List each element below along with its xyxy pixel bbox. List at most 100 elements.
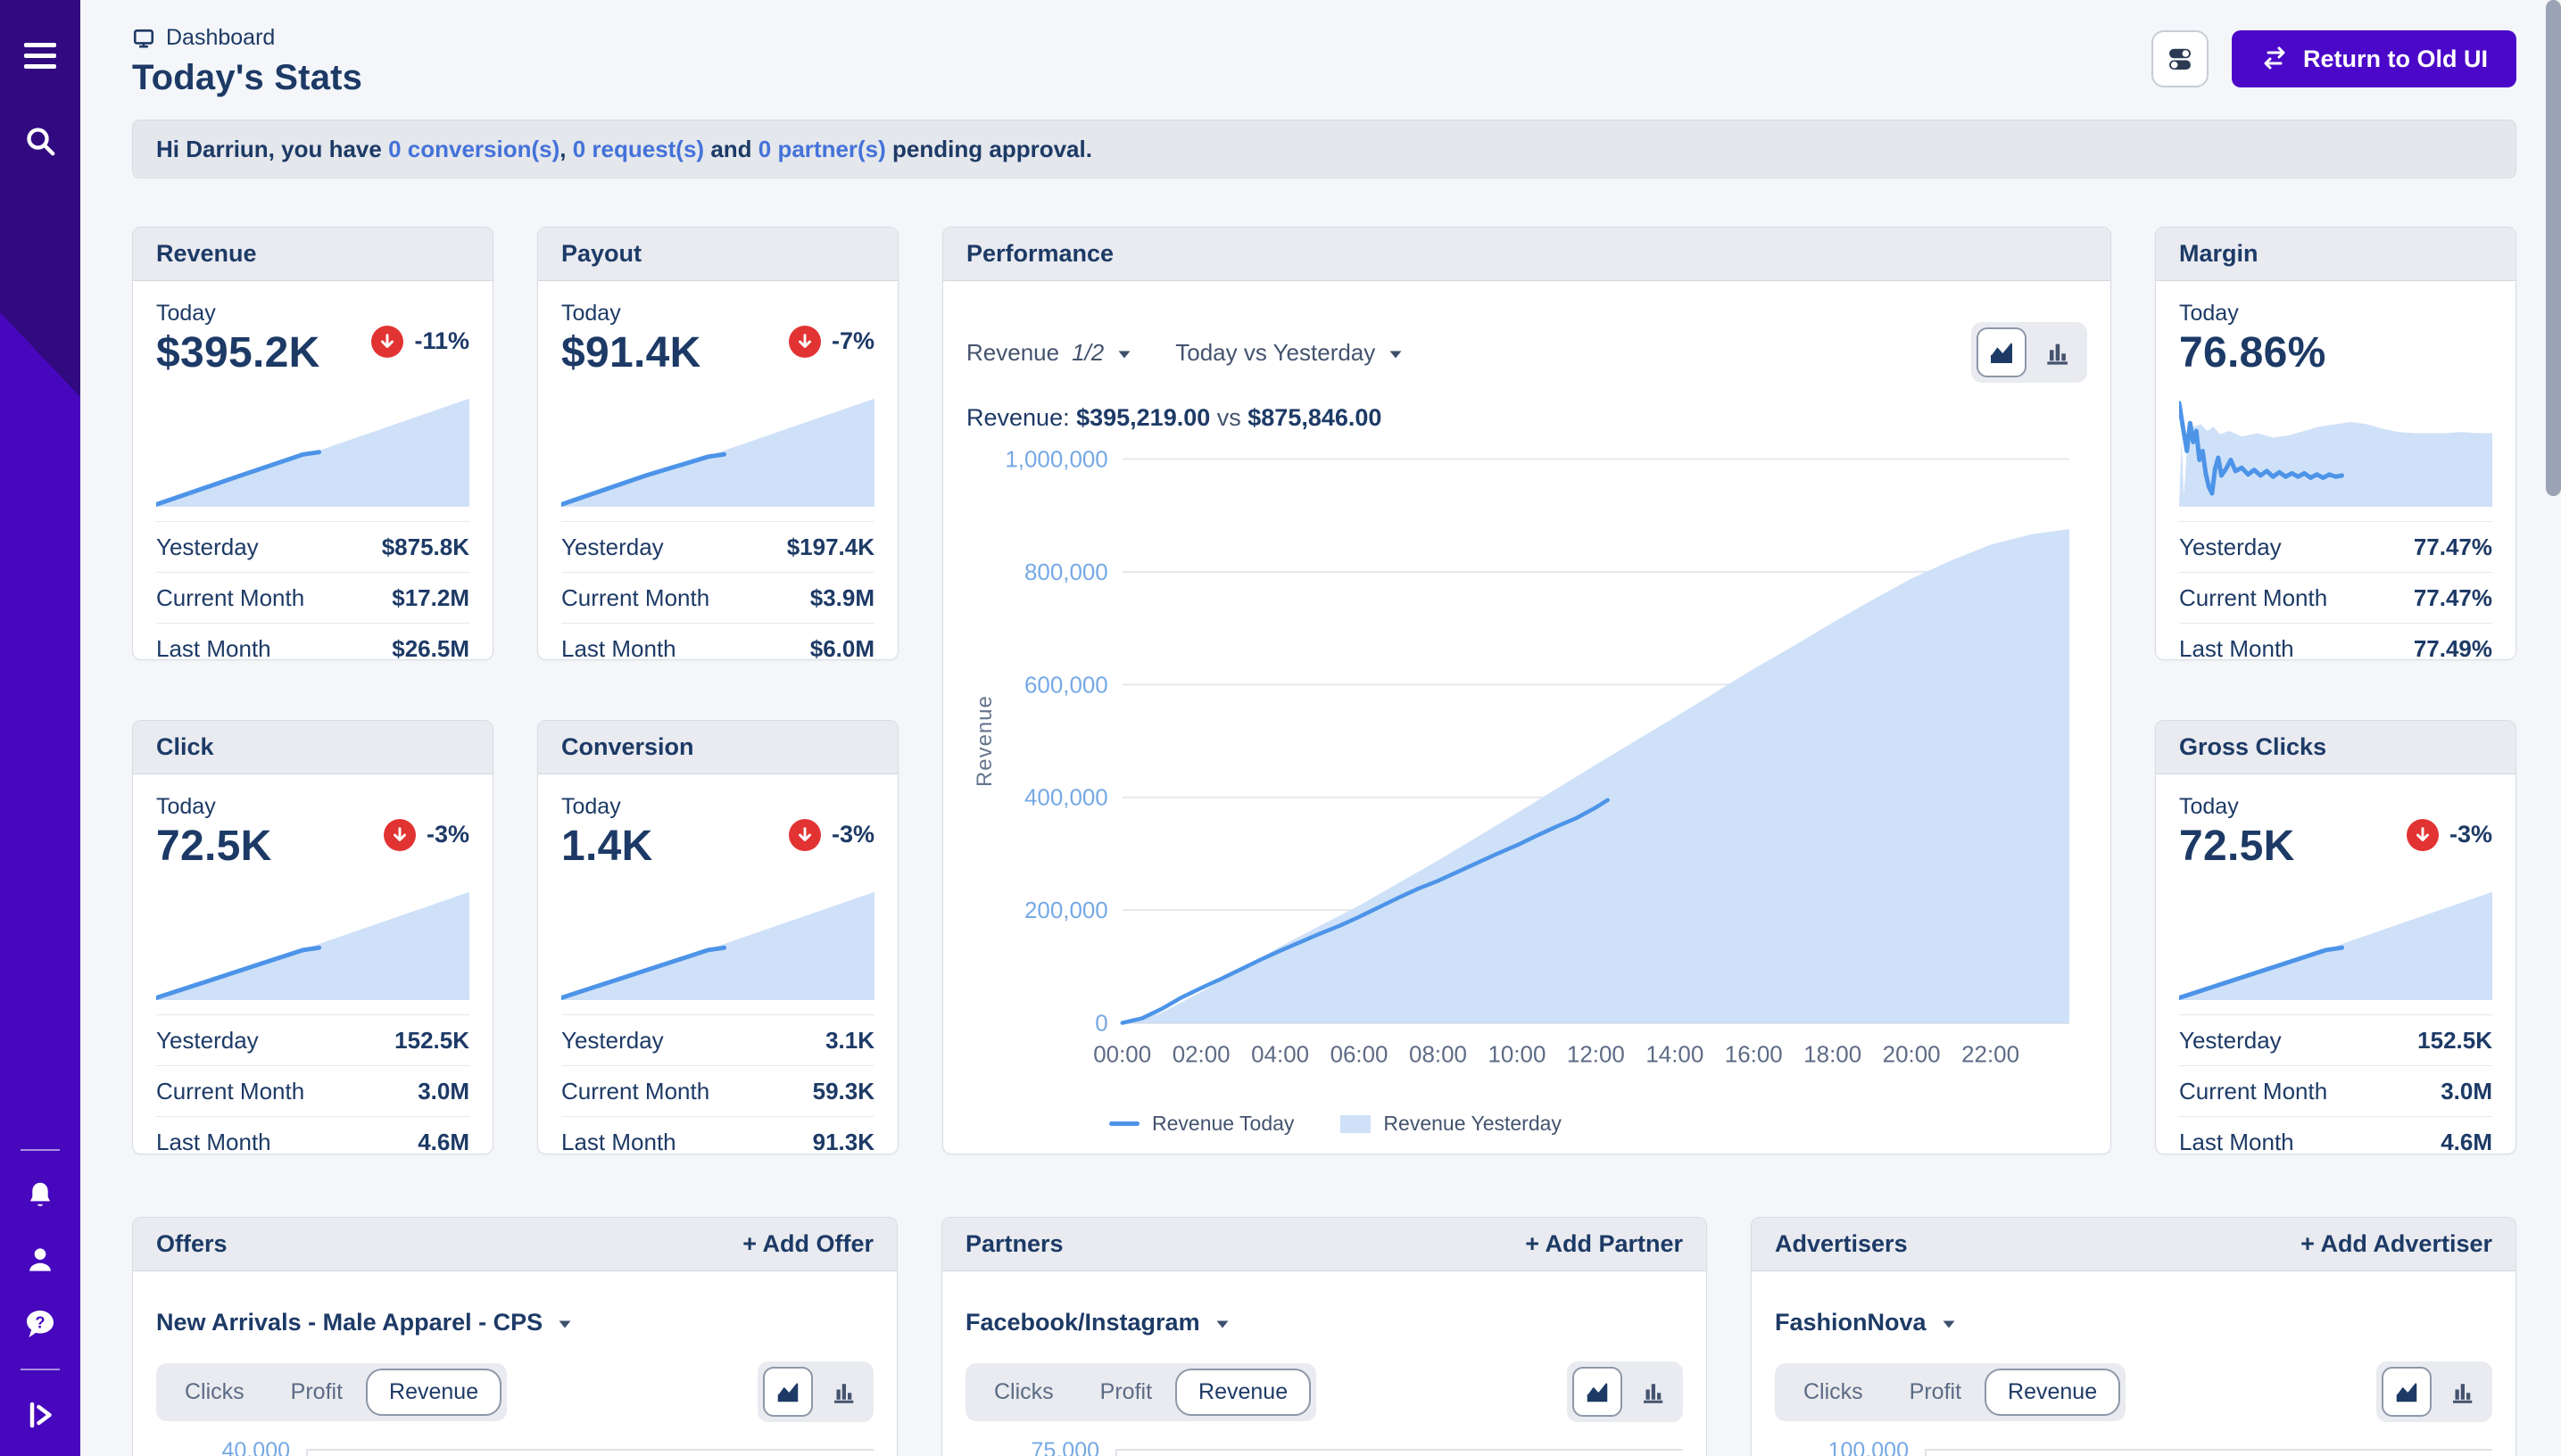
svg-text:10:00: 10:00	[1488, 1042, 1546, 1067]
expand-sidebar-icon[interactable]	[21, 1395, 60, 1435]
today-label: Today	[561, 301, 874, 327]
stat-row-label: Yesterday	[561, 1027, 664, 1055]
card-title: Click	[156, 733, 214, 761]
entity-selected-value: New Arrivals - Male Apparel - CPS	[156, 1309, 543, 1336]
topbar: Dashboard Today's Stats Return to Old UI	[132, 25, 2516, 98]
kpi-card-header: Click	[133, 721, 493, 774]
return-to-old-ui-button[interactable]: Return to Old UI	[2232, 30, 2516, 87]
bar-chart-toggle-icon[interactable]	[2437, 1367, 2487, 1417]
card-title: Gross Clicks	[2179, 733, 2326, 761]
line-chart-toggle-icon[interactable]	[1572, 1367, 1622, 1417]
stat-today-value: $395,219.00	[1076, 404, 1210, 431]
metric-dropdown[interactable]: Revenue 1/2	[966, 339, 1132, 367]
stat-row-value: 4.6M	[2441, 1129, 2492, 1154]
stat-row-value: $197.4K	[787, 534, 874, 561]
compare-dropdown[interactable]: Today vs Yesterday	[1175, 339, 1404, 367]
kpi-card: Margin Today 76.86% Yesterday 77.47% Cur…	[2155, 227, 2516, 660]
add-entity-button[interactable]: + Add Advertiser	[2300, 1230, 2492, 1258]
tab-profit[interactable]: Profit	[1077, 1369, 1175, 1416]
bar-chart-toggle-icon[interactable]	[818, 1367, 868, 1417]
menu-hamburger-icon[interactable]	[21, 36, 60, 75]
monitor-icon	[132, 27, 155, 50]
stat-row-label: Current Month	[2179, 1078, 2327, 1105]
card-title: Payout	[561, 240, 642, 268]
stat-row-label: Yesterday	[561, 534, 664, 561]
entity-selected-value: FashionNova	[1775, 1309, 1927, 1336]
stat-row-label: Current Month	[156, 1078, 304, 1105]
kpi-card: Revenue Today $395.2K -11% Yesterday $87…	[132, 227, 493, 660]
kpi-card: Conversion Today 1.4K -3% Yesterday 3.1K…	[537, 720, 899, 1154]
stat-row: Last Month 4.6M	[156, 1116, 469, 1154]
entity-select-dropdown[interactable]: FashionNova	[1775, 1309, 2492, 1336]
chart-type-toggle	[758, 1361, 874, 1422]
mini-chart-y-tick: 75,000	[966, 1438, 1099, 1456]
sidebar-divider	[21, 1149, 60, 1151]
notifications-bell-icon[interactable]	[21, 1176, 60, 1215]
sidebar-divider	[21, 1369, 60, 1370]
stat-row-value: $17.2M	[392, 584, 469, 612]
stat-row: Yesterday 152.5K	[2179, 1014, 2492, 1065]
bar-chart-toggle-icon[interactable]	[2032, 327, 2082, 377]
tab-clicks[interactable]: Clicks	[1780, 1369, 1886, 1416]
arrow-down-circle-icon	[371, 326, 403, 358]
stat-row-label: Last Month	[156, 635, 271, 660]
kpi-card-body: Today 76.86% Yesterday 77.47% Current Mo…	[2156, 281, 2515, 659]
tab-profit[interactable]: Profit	[1886, 1369, 1985, 1416]
stat-row-value: 3.0M	[418, 1078, 469, 1105]
stat-row: Current Month 3.0M	[2179, 1065, 2492, 1116]
arrow-down-circle-icon	[2407, 819, 2439, 851]
stat-row: Yesterday $875.8K	[156, 521, 469, 572]
card-title: Revenue	[156, 240, 257, 268]
tab-revenue[interactable]: Revenue	[366, 1369, 501, 1416]
arrow-down-circle-icon	[789, 326, 821, 358]
line-chart-toggle-icon[interactable]	[763, 1367, 813, 1417]
kpi-card: Click Today 72.5K -3% Yesterday 152.5K C…	[132, 720, 493, 1154]
mini-chart-plot-frame	[1925, 1449, 2492, 1456]
bar-chart-toggle-icon[interactable]	[1628, 1367, 1678, 1417]
tab-clicks[interactable]: Clicks	[162, 1369, 268, 1416]
stat-row: Yesterday 77.47%	[2179, 521, 2492, 572]
card-title: Performance	[966, 240, 1114, 268]
entity-select-dropdown[interactable]: Facebook/Instagram	[966, 1309, 1683, 1336]
line-chart-toggle-icon[interactable]	[1977, 327, 2026, 377]
conversions-pending-link[interactable]: 0 conversion(s)	[388, 136, 559, 163]
kpi-card-header: Gross Clicks	[2156, 721, 2515, 774]
help-bubble-icon[interactable]: ?	[21, 1304, 60, 1344]
kpi-card-header: Revenue	[133, 228, 493, 281]
add-entity-button[interactable]: + Add Offer	[742, 1230, 874, 1258]
sparkline-chart	[2179, 395, 2492, 507]
tab-clicks[interactable]: Clicks	[971, 1369, 1077, 1416]
kpi-card-header: Payout	[538, 228, 898, 281]
mini-chart-y-tick: 40,000	[156, 1438, 290, 1456]
today-label: Today	[156, 301, 469, 327]
requests-pending-link[interactable]: 0 request(s)	[573, 136, 704, 163]
tab-revenue[interactable]: Revenue	[1175, 1369, 1311, 1416]
metric-tab-group: ClicksProfitRevenue	[156, 1363, 507, 1421]
stat-row-label: Current Month	[2179, 584, 2327, 612]
mini-chart-plot-frame	[306, 1449, 874, 1456]
svg-text:04:00: 04:00	[1251, 1042, 1309, 1067]
mini-chart-y-tick: 100,000	[1775, 1438, 1909, 1456]
today-label: Today	[156, 794, 469, 820]
card-title: Advertisers	[1775, 1230, 1908, 1258]
account-person-icon[interactable]	[21, 1240, 60, 1279]
search-icon[interactable]	[21, 121, 60, 161]
stat-row-label: Yesterday	[2179, 534, 2282, 561]
legend-revenue-yesterday: Revenue Yesterday	[1340, 1112, 1562, 1136]
breadcrumb-label[interactable]: Dashboard	[166, 25, 275, 51]
display-settings-toggle-button[interactable]	[2151, 30, 2209, 87]
svg-text:00:00: 00:00	[1093, 1042, 1151, 1067]
add-entity-button[interactable]: + Add Partner	[1525, 1230, 1683, 1258]
svg-text:06:00: 06:00	[1330, 1042, 1388, 1067]
chevron-down-icon	[1119, 351, 1131, 358]
tab-revenue[interactable]: Revenue	[1985, 1369, 2120, 1416]
chart-type-toggle	[2376, 1361, 2492, 1422]
chevron-down-icon	[1943, 1321, 1954, 1328]
vertical-scrollbar-thumb[interactable]	[2546, 0, 2561, 496]
today-value: $91.4K	[561, 328, 701, 377]
entity-select-dropdown[interactable]: New Arrivals - Male Apparel - CPS	[156, 1309, 874, 1336]
tab-profit[interactable]: Profit	[268, 1369, 366, 1416]
svg-text:08:00: 08:00	[1409, 1042, 1467, 1067]
partners-pending-link[interactable]: 0 partner(s)	[758, 136, 886, 163]
line-chart-toggle-icon[interactable]	[2382, 1367, 2432, 1417]
